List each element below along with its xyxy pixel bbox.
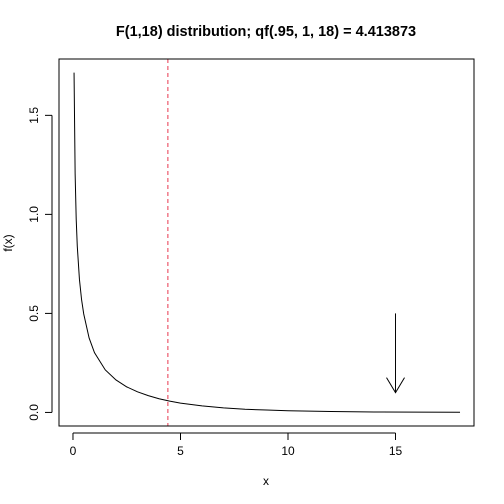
y-tick-label: 1.5 — [27, 107, 41, 124]
chart-title: F(1,18) distribution; qf(.95, 1, 18) = 4… — [116, 24, 416, 40]
x-tick-label: 15 — [389, 444, 403, 458]
y-axis: 0.0 0.5 1.0 1.5 — [27, 107, 52, 421]
x-axis-label: x — [263, 474, 269, 488]
y-axis-label: f(x) — [1, 234, 15, 251]
x-tick-label: 10 — [281, 444, 295, 458]
plot-frame — [59, 59, 474, 426]
x-axis: 0 5 10 15 — [70, 433, 403, 458]
y-tick-label: 0.0 — [27, 404, 41, 421]
plot-content — [74, 59, 460, 426]
y-tick-label: 0.5 — [27, 305, 41, 322]
x-tick-label: 0 — [70, 444, 77, 458]
y-tick-label: 1.0 — [27, 206, 41, 223]
x-tick-label: 5 — [177, 444, 184, 458]
density-curve — [74, 73, 460, 413]
